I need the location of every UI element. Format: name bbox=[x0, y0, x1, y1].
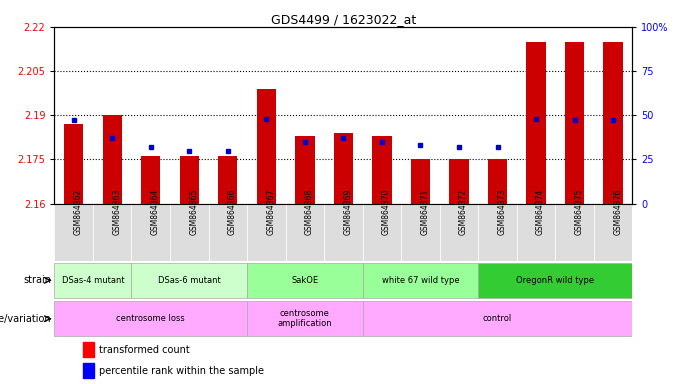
Bar bbox=[170, 204, 209, 261]
Text: GSM864375: GSM864375 bbox=[575, 189, 583, 235]
Bar bbox=[131, 204, 170, 261]
Text: SakOE: SakOE bbox=[291, 276, 318, 285]
Bar bbox=[526, 41, 545, 204]
Bar bbox=[488, 159, 507, 204]
Bar bbox=[449, 159, 469, 204]
Bar bbox=[362, 301, 632, 336]
Text: GSM864370: GSM864370 bbox=[382, 189, 391, 235]
Bar bbox=[401, 204, 440, 261]
Bar bbox=[54, 263, 131, 298]
Bar bbox=[131, 263, 247, 298]
Bar bbox=[478, 263, 632, 298]
Bar bbox=[247, 263, 362, 298]
Text: strain: strain bbox=[23, 275, 51, 285]
Bar bbox=[257, 89, 276, 204]
Bar bbox=[478, 204, 517, 261]
Bar bbox=[286, 204, 324, 261]
Bar bbox=[141, 156, 160, 204]
Bar bbox=[603, 41, 623, 204]
Text: GSM864365: GSM864365 bbox=[189, 189, 199, 235]
Bar bbox=[54, 301, 247, 336]
Text: GSM864368: GSM864368 bbox=[305, 189, 314, 235]
Bar bbox=[565, 41, 584, 204]
Bar bbox=[209, 204, 247, 261]
Bar bbox=[103, 115, 122, 204]
Bar bbox=[83, 363, 94, 378]
Bar bbox=[517, 204, 556, 261]
Bar bbox=[372, 136, 392, 204]
Text: centrosome
amplification: centrosome amplification bbox=[277, 309, 332, 328]
Text: DSas-6 mutant: DSas-6 mutant bbox=[158, 276, 220, 285]
Bar bbox=[93, 204, 131, 261]
Text: GSM864362: GSM864362 bbox=[73, 189, 83, 235]
Text: control: control bbox=[483, 314, 512, 323]
Bar bbox=[362, 204, 401, 261]
Bar bbox=[247, 301, 362, 336]
Title: GDS4499 / 1623022_at: GDS4499 / 1623022_at bbox=[271, 13, 416, 26]
Bar bbox=[64, 124, 83, 204]
Text: centrosome loss: centrosome loss bbox=[116, 314, 185, 323]
Bar bbox=[295, 136, 314, 204]
Text: white 67 wild type: white 67 wild type bbox=[381, 276, 459, 285]
Text: GSM864369: GSM864369 bbox=[343, 189, 352, 235]
Bar bbox=[180, 156, 199, 204]
Text: GSM864373: GSM864373 bbox=[498, 189, 507, 235]
Text: GSM864363: GSM864363 bbox=[112, 189, 121, 235]
Text: GSM864366: GSM864366 bbox=[228, 189, 237, 235]
Text: transformed count: transformed count bbox=[99, 345, 190, 355]
Bar bbox=[411, 159, 430, 204]
Text: GSM864367: GSM864367 bbox=[267, 189, 275, 235]
Text: GSM864372: GSM864372 bbox=[459, 189, 468, 235]
Text: GSM864371: GSM864371 bbox=[420, 189, 430, 235]
Bar bbox=[440, 204, 478, 261]
Bar bbox=[54, 204, 93, 261]
Text: genotype/variation: genotype/variation bbox=[0, 314, 51, 324]
Bar bbox=[83, 342, 94, 357]
Bar bbox=[362, 263, 478, 298]
Text: GSM864374: GSM864374 bbox=[536, 189, 545, 235]
Bar bbox=[324, 204, 362, 261]
Text: GSM864364: GSM864364 bbox=[151, 189, 160, 235]
Text: percentile rank within the sample: percentile rank within the sample bbox=[99, 366, 265, 376]
Text: GSM864376: GSM864376 bbox=[613, 189, 622, 235]
Bar bbox=[218, 156, 237, 204]
Bar bbox=[594, 204, 632, 261]
Text: OregonR wild type: OregonR wild type bbox=[516, 276, 594, 285]
Bar bbox=[334, 133, 353, 204]
Bar bbox=[247, 204, 286, 261]
Bar bbox=[556, 204, 594, 261]
Text: DSas-4 mutant: DSas-4 mutant bbox=[62, 276, 124, 285]
